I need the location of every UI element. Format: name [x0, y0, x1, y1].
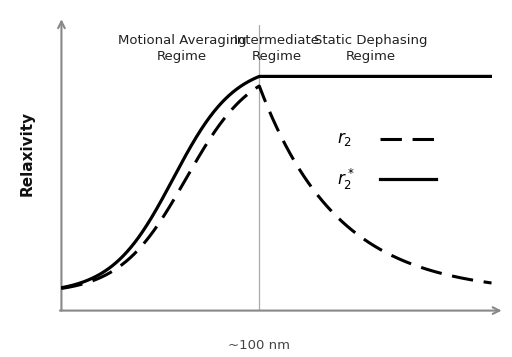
Text: ~100 nm: ~100 nm [228, 339, 290, 352]
Text: $r_2^*$: $r_2^*$ [337, 167, 354, 192]
Text: $r_2$: $r_2$ [337, 130, 352, 148]
Text: Motional Averaging
Regime: Motional Averaging Regime [118, 34, 246, 62]
Text: Static Dephasing
Regime: Static Dephasing Regime [314, 34, 428, 62]
Text: Relaxivity: Relaxivity [19, 111, 34, 196]
Text: Intermediate
Regime: Intermediate Regime [233, 34, 319, 62]
